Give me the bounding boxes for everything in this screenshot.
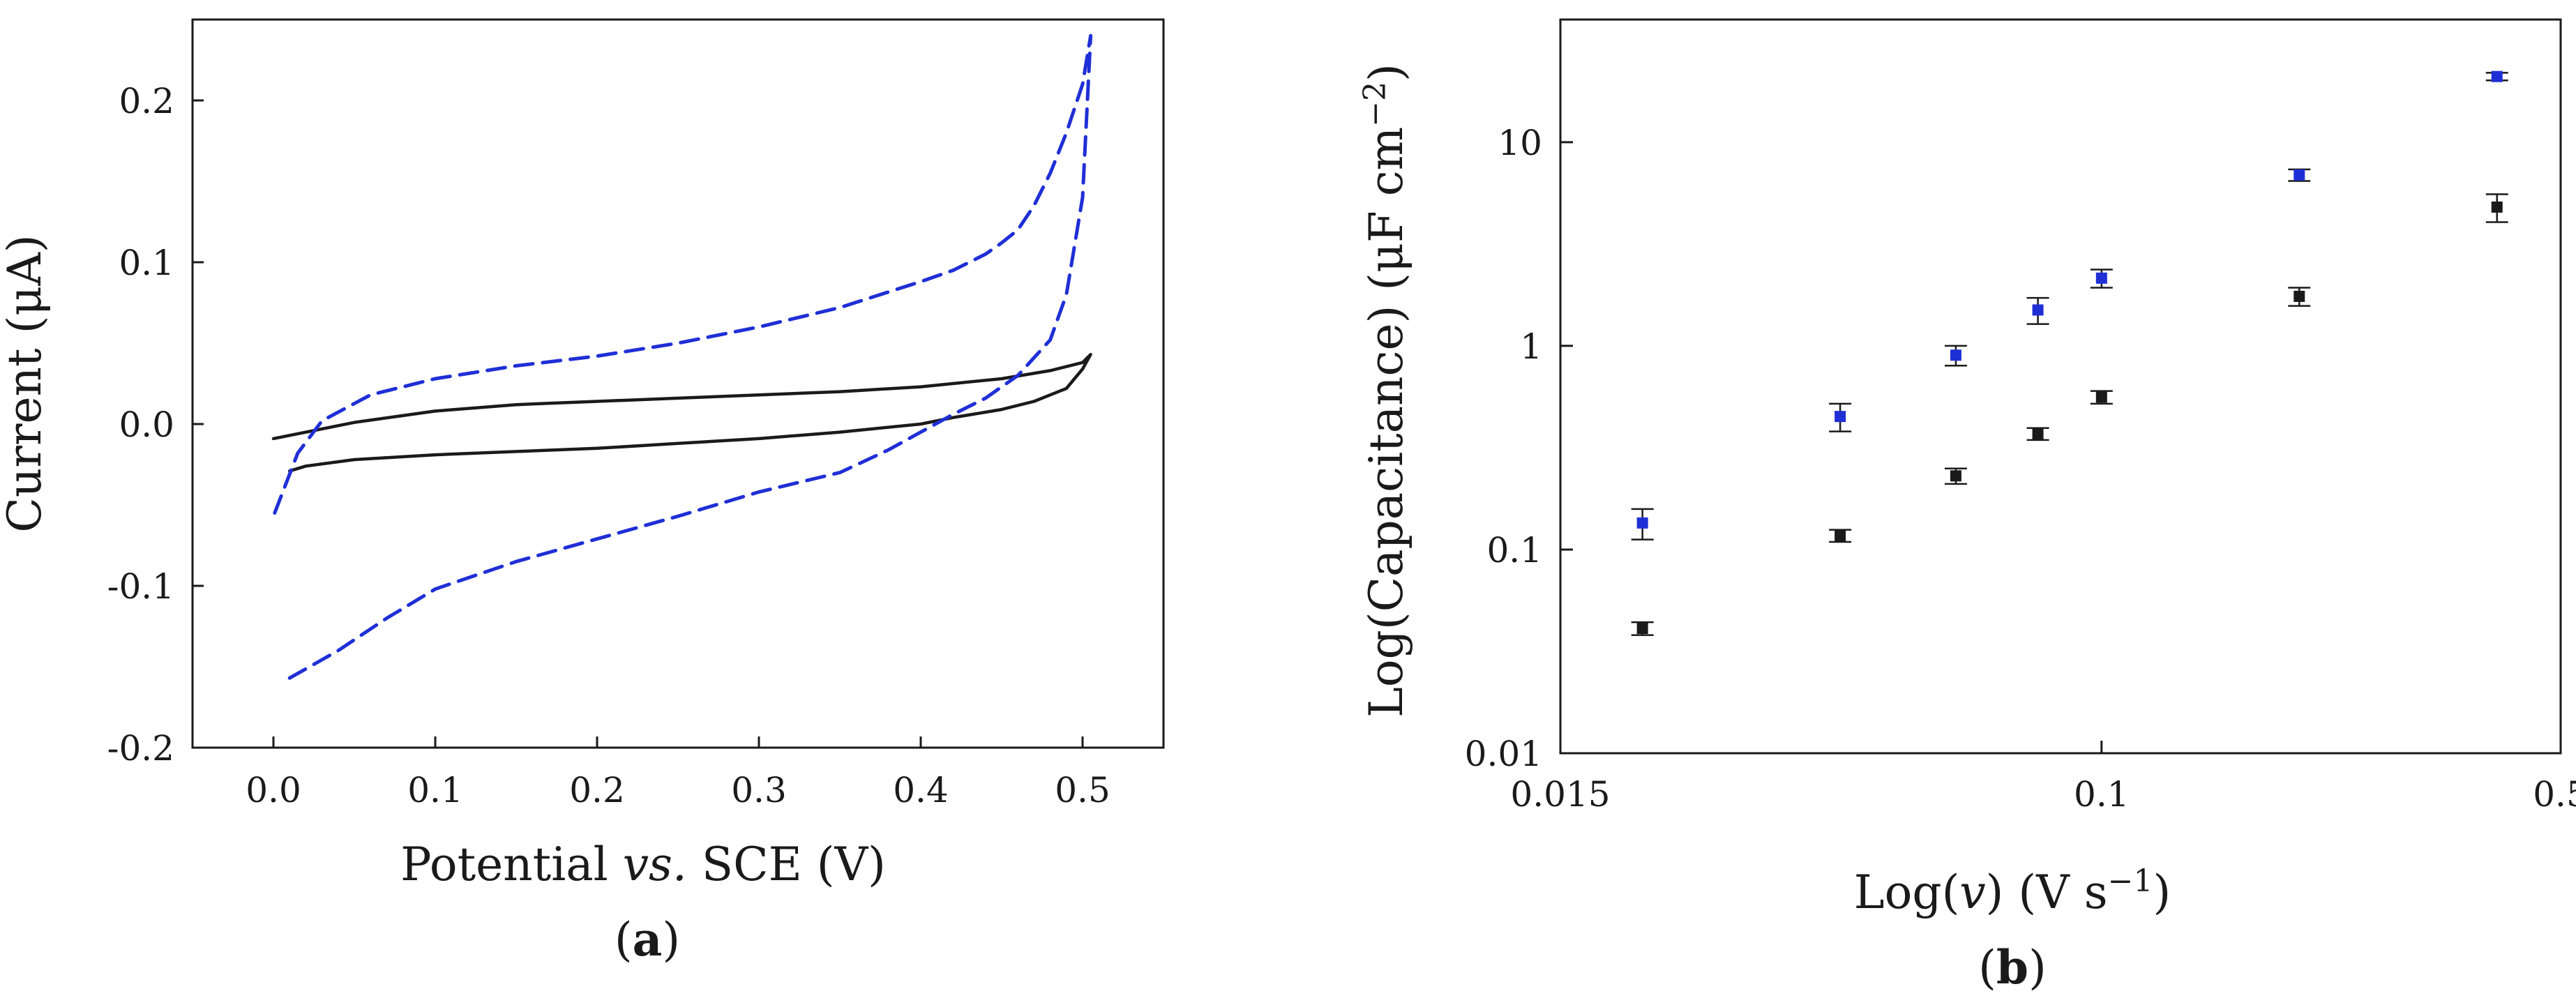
plot-frame-a bbox=[191, 18, 1165, 749]
y-ticks-a: -0.2 -0.1 0.0 0.1 0.2 bbox=[107, 81, 204, 769]
marker-blue bbox=[1636, 517, 1648, 529]
data-point-black bbox=[2090, 390, 2113, 405]
plot-frame-b bbox=[1559, 18, 2562, 755]
data-point-blue bbox=[1631, 508, 1654, 541]
x-tick-label-a: 0.0 bbox=[246, 770, 301, 810]
marker-blue bbox=[1950, 349, 1961, 361]
y-tick-label-b: 0.01 bbox=[1465, 734, 1542, 774]
data-point-blue bbox=[1944, 345, 1967, 367]
y-tick-label-b: 0.1 bbox=[1486, 530, 1542, 570]
marker-black bbox=[1835, 530, 1846, 542]
x-ticks-b: 0.015 0.1 0.5 bbox=[1510, 741, 2576, 815]
x-tick-label-a: 0.2 bbox=[569, 770, 625, 810]
y-tick-label-b: 1 bbox=[1520, 326, 1542, 367]
data-point-black bbox=[1631, 621, 1654, 636]
y-tick-label-a: 0.1 bbox=[119, 243, 174, 283]
data-point-blue bbox=[2288, 168, 2311, 182]
data-point-blue bbox=[2026, 296, 2049, 325]
data-point-black bbox=[1944, 467, 1967, 485]
marker-black bbox=[1950, 470, 1961, 482]
panel-b: 0.01 0.1 1 10 0.015 0.1 0.5 Log(Capacitance) … bbox=[1357, 18, 2576, 995]
marker-black bbox=[2032, 428, 2044, 439]
y-ticks-b: 0.01 0.1 1 10 bbox=[1465, 123, 1573, 774]
y-tick-label-b: 10 bbox=[1498, 123, 1542, 163]
series-b bbox=[1631, 70, 2508, 636]
marker-black bbox=[1636, 623, 1648, 635]
x-axis-label-b: Log(v) (V s−1) bbox=[1854, 863, 2171, 919]
marker-blue bbox=[2095, 272, 2107, 284]
series-line-dashed-blue bbox=[271, 33, 1093, 680]
y-axis-label-b: Log(Capacitance) (μF cm−2) bbox=[1357, 63, 1413, 718]
x-tick-label-a: 0.4 bbox=[893, 770, 949, 810]
marker-black bbox=[2095, 391, 2107, 403]
x-tick-label-b: 0.015 bbox=[1510, 774, 1610, 815]
y-tick-label-a: 0.2 bbox=[119, 81, 174, 121]
data-point-black bbox=[2485, 193, 2508, 223]
data-point-blue bbox=[2090, 269, 2113, 289]
x-tick-label-b: 0.5 bbox=[2533, 774, 2576, 815]
data-point-black bbox=[2288, 287, 2311, 307]
marker-blue bbox=[1835, 411, 1846, 423]
y-tick-label-a: -0.1 bbox=[107, 566, 174, 607]
x-axis-label-a: Potential vs. SCE (V) bbox=[400, 838, 886, 891]
x-tick-label-b: 0.1 bbox=[2074, 774, 2130, 815]
x-tick-label-a: 0.3 bbox=[731, 770, 787, 810]
series-line-solid-black bbox=[271, 352, 1092, 473]
data-point-blue bbox=[2485, 70, 2508, 82]
x-ticks-a: 0.0 0.1 0.2 0.3 0.4 0.5 bbox=[246, 736, 1110, 810]
marker-blue bbox=[2491, 70, 2503, 82]
y-tick-label-a: -0.2 bbox=[107, 728, 174, 769]
panel-caption-b: (b) bbox=[1978, 940, 2047, 995]
data-point-black bbox=[1829, 529, 1852, 543]
panel-a: -0.2 -0.1 0.0 0.1 0.2 0.0 0.1 0.2 0.3 0.4 0.5 Cur… bbox=[0, 18, 1165, 967]
marker-blue bbox=[2032, 304, 2044, 316]
marker-black bbox=[2293, 290, 2305, 302]
x-tick-label-a: 0.5 bbox=[1055, 770, 1110, 810]
panel-caption-a: (a) bbox=[615, 912, 680, 967]
x-tick-label-a: 0.1 bbox=[407, 770, 463, 810]
y-tick-label-a: 0.0 bbox=[119, 405, 174, 445]
data-point-black bbox=[2026, 427, 2049, 441]
y-axis-label-a: Current (μA) bbox=[0, 234, 52, 532]
marker-blue bbox=[2293, 169, 2305, 181]
series-a bbox=[271, 33, 1093, 680]
data-point-blue bbox=[1829, 402, 1852, 432]
marker-black bbox=[2491, 201, 2503, 213]
